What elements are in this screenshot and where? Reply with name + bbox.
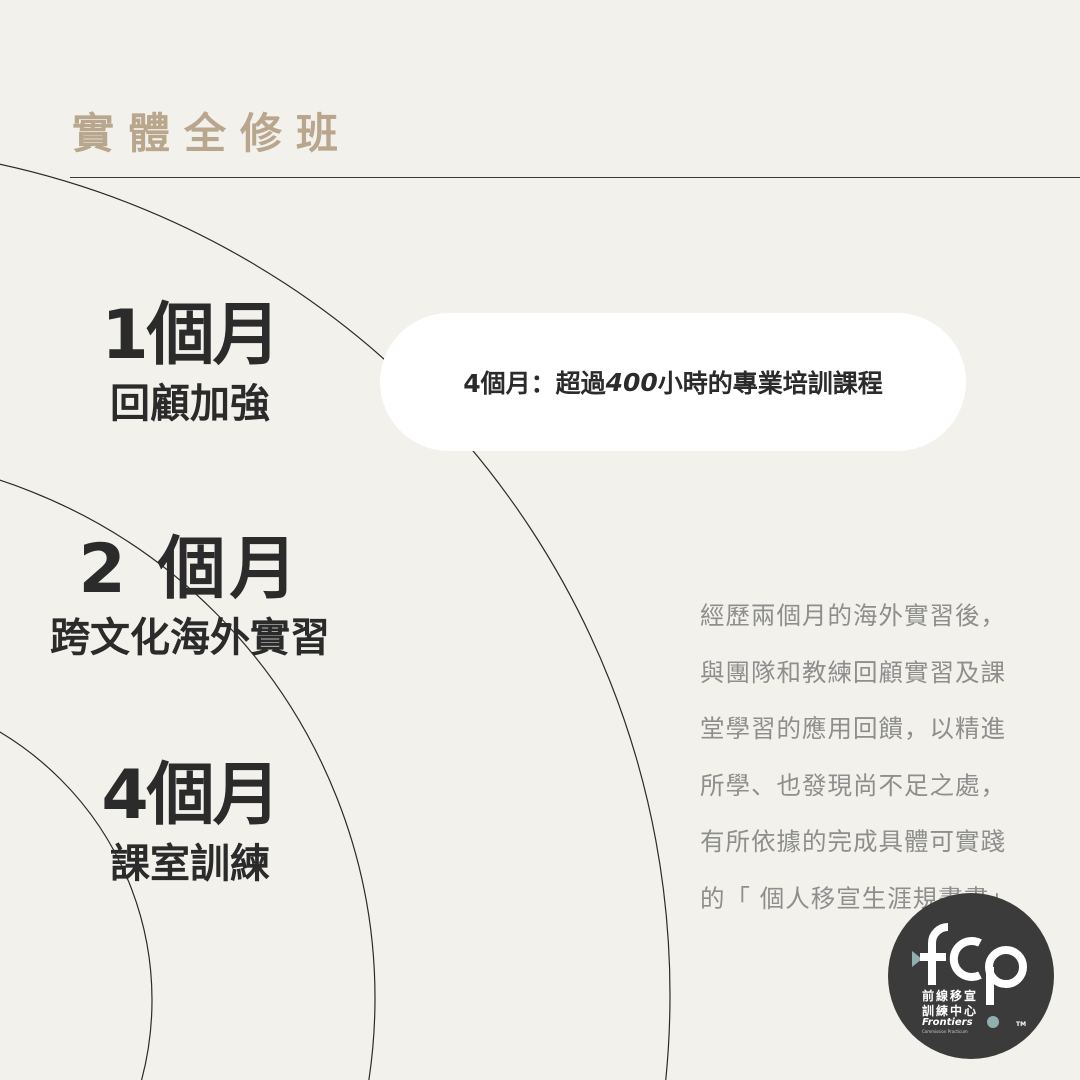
stage-3-duration: 4個月 xyxy=(101,756,280,835)
stage-3-label: 課室訓練 xyxy=(110,841,270,887)
logo-name-cn: 前線移宣 訓練中心 xyxy=(922,989,979,1018)
description-line: 經歷兩個月的海外實習後， xyxy=(700,601,1006,630)
header-divider xyxy=(70,177,1080,178)
page-title: 實體全修班 xyxy=(72,109,353,158)
stage-2: 2 個月 跨文化海外實習 xyxy=(0,536,410,662)
description-line: 所學、也發現尚不足之處， xyxy=(700,770,1006,800)
fcp-logo-mark xyxy=(912,923,1027,1028)
description: 經歷兩個月的海外實習後， 與團隊和教練回顧實習及課 堂學習的應用回饋，以精進 所… xyxy=(700,588,1060,927)
stage-1-duration: 1個月 xyxy=(101,296,280,375)
trademark-mark: TM xyxy=(1016,1021,1027,1028)
stage-3: 4個月 課室訓練 xyxy=(0,762,410,888)
pill-number: 400 xyxy=(605,367,658,397)
highlight-pill: 4個月：超過 400 小時的專業培訓課程 xyxy=(380,313,966,451)
inner-ring xyxy=(0,731,153,1080)
stage-2-label: 跨文化海外實習 xyxy=(50,615,330,661)
stage-1-label: 回顧加強 xyxy=(110,381,270,427)
stage-2-duration: 2 個月 xyxy=(78,530,302,609)
logo-name-en: Frontiers xyxy=(922,1017,973,1028)
stage-1: 1個月 回顧加強 xyxy=(0,302,410,428)
pill-suffix: 小時的專業培訓課程 xyxy=(657,369,883,398)
description-line: 堂學習的應用回饋，以精進 xyxy=(700,714,1006,743)
pill-prefix: 4個月：超過 xyxy=(463,369,606,398)
middle-ring xyxy=(0,479,376,1080)
fcp-logo: 前線移宣 訓練中心 Frontiers Commission Practicum… xyxy=(888,893,1054,1059)
logo-name-en-sub: Commission Practicum xyxy=(922,1029,968,1034)
description-line: 與團隊和教練回顧實習及課 xyxy=(700,657,1006,687)
outer-ring xyxy=(0,163,671,1080)
description-line: 有所依據的完成具體可實踐 xyxy=(700,827,1006,856)
